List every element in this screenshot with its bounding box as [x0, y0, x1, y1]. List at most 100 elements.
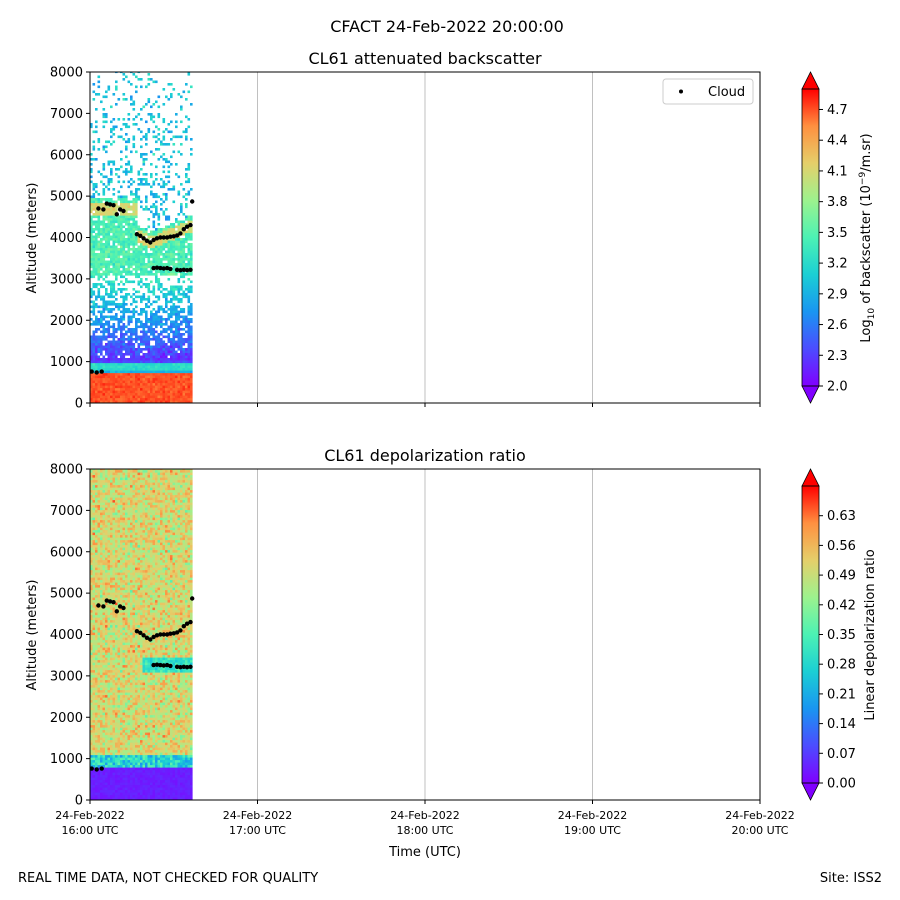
heatmap-cell: [140, 348, 143, 351]
heatmap-cell: [150, 385, 153, 389]
heatmap-cell: [112, 250, 116, 254]
heatmap-cell: [142, 233, 146, 236]
heatmap-cell: [145, 208, 148, 211]
heatmap-cell: [97, 305, 101, 309]
heatmap-cell: [97, 373, 101, 376]
heatmap-cell: [142, 338, 146, 341]
heatmap-cell: [97, 348, 101, 351]
heatmap-cell: [122, 378, 126, 381]
heatmap-cell: [137, 253, 141, 256]
heatmap-cell: [190, 245, 193, 249]
heatmap-cell: [102, 308, 106, 311]
heatmap-cell: [167, 123, 171, 126]
heatmap-cell: [152, 225, 156, 229]
heatmap-cell: [90, 168, 93, 171]
heatmap-cell: [187, 338, 191, 341]
heatmap-cell: [132, 258, 136, 261]
heatmap-cell: [145, 398, 148, 401]
heatmap-cell: [95, 565, 98, 568]
heatmap-cell: [190, 250, 193, 254]
heatmap-cell: [115, 735, 118, 738]
heatmap-cell: [120, 273, 123, 276]
heatmap-cell: [122, 552, 126, 556]
heatmap-cell: [107, 607, 111, 611]
heatmap-cell: [90, 360, 93, 364]
heatmap-cell: [187, 263, 191, 266]
heatmap-cell: [117, 390, 121, 394]
heatmap-cell: [117, 205, 121, 209]
heatmap-cell: [130, 353, 133, 356]
heatmap-cell: [117, 702, 121, 706]
heatmap-cell: [165, 183, 168, 186]
heatmap-cell: [130, 213, 133, 216]
heatmap-cell: [115, 705, 118, 708]
heatmap-cell: [155, 258, 158, 261]
heatmap-cell: [90, 762, 93, 766]
heatmap-cell: [112, 552, 116, 556]
heatmap-cell: [177, 338, 181, 341]
heatmap-cell: [120, 288, 123, 291]
heatmap-cell: [112, 727, 116, 731]
heatmap-cell: [177, 248, 181, 251]
heatmap-cell: [135, 268, 138, 271]
heatmap-cell: [110, 253, 113, 256]
heatmap-cell: [102, 375, 106, 379]
heatmap-cell: [167, 318, 171, 321]
heatmap-cell: [105, 667, 108, 671]
heatmap-cell: [115, 270, 118, 274]
heatmap-cell: [112, 240, 116, 244]
heatmap-cell: [150, 175, 153, 179]
heatmap-cell: [92, 790, 96, 793]
heatmap-cell: [175, 325, 178, 329]
heatmap-cell: [110, 255, 113, 259]
heatmap-cell: [180, 298, 183, 301]
heatmap-cell: [105, 233, 108, 236]
heatmap-cell: [130, 350, 133, 354]
heatmap-cell: [172, 360, 176, 364]
heatmap-cell: [167, 250, 171, 254]
heatmap-cell: [115, 615, 118, 618]
heatmap-cell: [92, 235, 96, 239]
heatmap-cell: [105, 587, 108, 591]
heatmap-cell: [130, 168, 133, 171]
heatmap-cell: [90, 260, 93, 264]
heatmap-cell: [100, 510, 103, 513]
heatmap-cell: [127, 383, 131, 386]
heatmap-cell: [105, 725, 108, 728]
heatmap-cell: [137, 238, 141, 241]
heatmap-cell: [105, 532, 108, 536]
heatmap-cell: [132, 145, 136, 149]
heatmap-cell: [115, 238, 118, 241]
heatmap-cell: [170, 358, 173, 361]
heatmap-cell: [97, 75, 101, 79]
heatmap-cell: [125, 762, 128, 766]
heatmap-cell: [145, 358, 148, 361]
heatmap-cell: [117, 735, 121, 738]
heatmap-cell: [105, 782, 108, 786]
heatmap-cell: [117, 707, 121, 711]
heatmap-cell: [187, 253, 191, 256]
heatmap-cell: [92, 665, 96, 668]
heatmap-cell: [115, 790, 118, 793]
heatmap-cell: [115, 590, 118, 593]
heatmap-cell: [120, 198, 123, 201]
heatmap-cell: [107, 782, 111, 786]
heatmap-cell: [100, 490, 103, 493]
heatmap-cell: [110, 512, 113, 516]
heatmap-cell: [112, 617, 116, 621]
heatmap-cell: [170, 248, 173, 251]
heatmap-cell: [100, 750, 103, 753]
heatmap-cell: [105, 680, 108, 683]
heatmap-cell: [167, 313, 171, 316]
heatmap-cell: [140, 390, 143, 394]
heatmap-cell: [120, 205, 123, 209]
heatmap-cell: [110, 507, 113, 511]
heatmap-cell: [112, 220, 116, 224]
heatmap-cell: [115, 642, 118, 646]
heatmap-cell: [112, 140, 116, 144]
heatmap-cell: [95, 283, 98, 286]
heatmap-cell: [110, 225, 113, 229]
heatmap-cell: [110, 268, 113, 271]
heatmap-cell: [185, 288, 188, 291]
heatmap-cell: [95, 580, 98, 583]
